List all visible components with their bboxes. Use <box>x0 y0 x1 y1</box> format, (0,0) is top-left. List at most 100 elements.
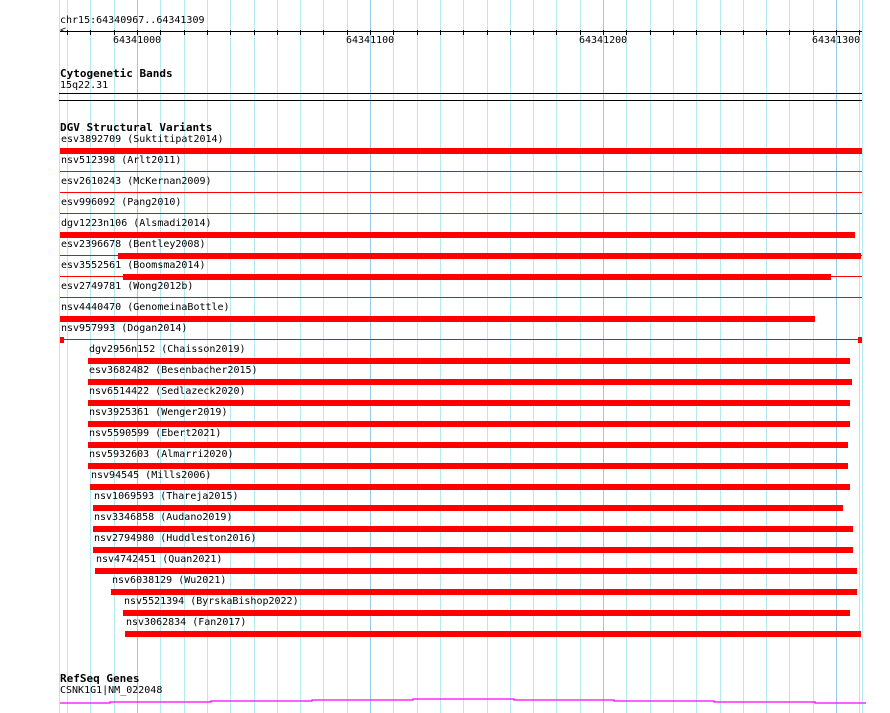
ruler-tick <box>836 30 837 35</box>
grid-edge-right <box>862 0 863 713</box>
sv-feature-label[interactable]: esv3552561 (Boomsma2014) <box>61 260 206 271</box>
sv-feature-bar[interactable] <box>88 463 848 469</box>
ruler-tick <box>370 30 371 35</box>
cytoband-line-bottom <box>59 100 862 101</box>
sv-feature-label[interactable]: nsv6514422 (Sedlazeck2020) <box>89 386 246 397</box>
sv-feature-label[interactable]: nsv512398 (Arlt2011) <box>61 155 182 166</box>
ruler-tick <box>160 30 161 35</box>
grid-line <box>859 0 860 713</box>
grid-line <box>114 0 115 713</box>
sv-feature-label[interactable]: nsv5932603 (Almarri2020) <box>89 449 234 460</box>
sv-feature-bar[interactable] <box>60 148 862 154</box>
ruler-tick <box>463 30 464 35</box>
refseq-track-title: RefSeq Genes <box>60 672 140 685</box>
ruler-axis <box>60 31 862 32</box>
sv-feature-bar[interactable] <box>125 631 861 637</box>
sv-feature-label[interactable]: esv2396678 (Bentley2008) <box>61 239 206 250</box>
ruler-tick <box>417 30 418 35</box>
ruler-tick <box>789 30 790 35</box>
grid-line <box>533 0 534 713</box>
sv-feature-label[interactable]: nsv3346858 (Audano2019) <box>94 512 233 523</box>
grid-line <box>463 0 464 713</box>
sv-feature-label[interactable]: dgv2956n152 (Chaisson2019) <box>89 344 246 355</box>
ruler-label: 64341100 <box>346 35 395 46</box>
sv-feature-label[interactable]: nsv6038129 (Wu2021) <box>112 575 227 586</box>
sv-feature-label[interactable]: nsv4440470 (GenomeinaBottle) <box>61 302 230 313</box>
grid-line <box>370 0 371 713</box>
grid-line <box>487 0 488 713</box>
sv-feature-bar[interactable] <box>123 274 831 280</box>
grid-line <box>160 0 161 713</box>
grid-line <box>393 0 394 713</box>
grid-line <box>789 0 790 713</box>
sv-feature-bar[interactable] <box>60 337 64 343</box>
ruler-tick <box>626 30 627 35</box>
sv-feature-label[interactable]: esv2610243 (McKernan2009) <box>61 176 212 187</box>
sv-feature-label[interactable]: nsv3925361 (Wenger2019) <box>89 407 228 418</box>
ruler-label: 64341000 <box>113 35 162 46</box>
sv-feature-bar[interactable] <box>60 316 815 322</box>
sv-feature-line[interactable] <box>60 339 862 340</box>
sv-feature-bar[interactable] <box>88 421 850 427</box>
sv-feature-label[interactable]: nsv3062834 (Fan2017) <box>126 617 247 628</box>
sv-feature-label[interactable]: nsv94545 (Mills2006) <box>91 470 212 481</box>
sv-feature-label[interactable]: nsv5521394 (ByrskaBishop2022) <box>124 596 299 607</box>
sv-feature-line[interactable] <box>60 297 862 298</box>
scroll-left-arrow-icon[interactable]: < <box>60 25 67 36</box>
sv-feature-label[interactable]: esv3892709 (Suktitipat2014) <box>61 134 224 145</box>
sv-feature-bar[interactable] <box>88 442 848 448</box>
sv-feature-label[interactable]: esv2749781 (Wong2012b) <box>61 281 194 292</box>
ruler-tick <box>510 30 511 35</box>
sv-feature-bar[interactable] <box>118 253 861 259</box>
sv-feature-bar[interactable] <box>60 232 855 238</box>
grid-line <box>230 0 231 713</box>
grid-line <box>184 0 185 713</box>
sv-feature-bar[interactable] <box>93 505 843 511</box>
sv-feature-label[interactable]: nsv2794980 (Huddleston2016) <box>94 533 257 544</box>
sv-feature-label[interactable]: dgv1223n106 (Alsmadi2014) <box>61 218 212 229</box>
grid-line <box>626 0 627 713</box>
ruler-label: 64341300 <box>812 35 861 46</box>
sv-feature-bar[interactable] <box>88 379 852 385</box>
cytoband-line-top <box>59 93 862 94</box>
sv-feature-bar[interactable] <box>88 400 850 406</box>
ruler-tick <box>650 30 651 35</box>
cytoband-track-title: Cytogenetic Bands <box>60 67 173 80</box>
grid-line <box>300 0 301 713</box>
sv-feature-label[interactable]: nsv5590599 (Ebert2021) <box>89 428 222 439</box>
sv-feature-line[interactable] <box>60 192 862 193</box>
ruler-tick <box>766 30 767 35</box>
sv-feature-bar[interactable] <box>93 526 853 532</box>
sv-feature-label[interactable]: esv3682482 (Besenbacher2015) <box>89 365 258 376</box>
grid-line <box>720 0 721 713</box>
grid-line <box>510 0 511 713</box>
ruler[interactable]: < 64341000 64341100 64341200 64341300 <box>0 0 890 60</box>
sv-feature-line[interactable] <box>60 171 862 172</box>
sv-feature-bar[interactable] <box>123 610 850 616</box>
sv-feature-label[interactable]: nsv957993 (Dogan2014) <box>61 323 188 334</box>
sv-feature-bar[interactable] <box>93 547 853 553</box>
grid-line <box>556 0 557 713</box>
sv-feature-label[interactable]: nsv4742451 (Quan2021) <box>96 554 223 565</box>
ruler-tick <box>347 30 348 35</box>
sv-feature-line[interactable] <box>60 213 862 214</box>
sv-feature-label[interactable]: nsv1069593 (Thareja2015) <box>94 491 239 502</box>
grid-line <box>323 0 324 713</box>
ruler-tick <box>696 30 697 35</box>
ruler-tick <box>720 30 721 35</box>
grid-line <box>347 0 348 713</box>
gene-label[interactable]: CSNK1G1|NM_022048 <box>60 685 163 696</box>
ruler-tick <box>743 30 744 35</box>
grid-line <box>766 0 767 713</box>
sv-feature-bar[interactable] <box>95 568 857 574</box>
sv-feature-bar[interactable] <box>858 337 862 343</box>
grid-line <box>696 0 697 713</box>
sv-feature-label[interactable]: esv996092 (Pang2010) <box>61 197 182 208</box>
grid-line <box>67 0 68 713</box>
sv-feature-bar[interactable] <box>111 589 857 595</box>
sv-feature-bar[interactable] <box>90 484 850 490</box>
sv-feature-bar[interactable] <box>88 358 850 364</box>
gene-line[interactable] <box>60 698 866 704</box>
ruler-tick <box>603 30 604 35</box>
